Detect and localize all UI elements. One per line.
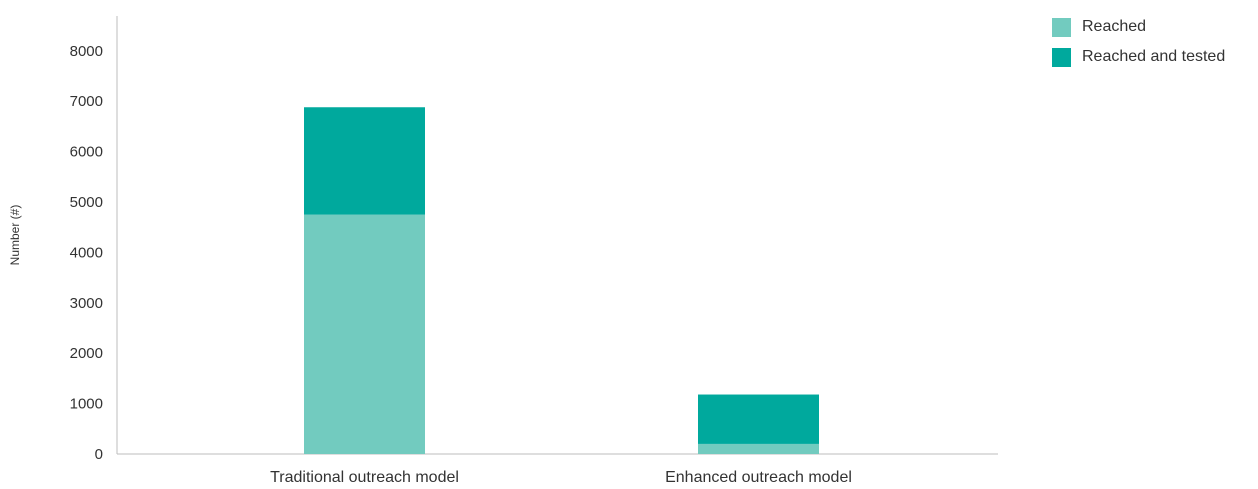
- y-tick-label: 7000: [70, 93, 103, 110]
- y-tick-label: 5000: [70, 194, 103, 211]
- legend-swatch: [1052, 47, 1071, 67]
- y-tick-label: 1000: [70, 396, 103, 413]
- legend-item: Reached: [1052, 12, 1225, 42]
- legend-label: Reached: [1082, 18, 1147, 35]
- bar-reached-and-tested-1: [304, 107, 425, 215]
- y-tick-label: 0: [95, 446, 103, 463]
- y-tick-label: 6000: [70, 144, 103, 161]
- y-tick-label: 3000: [70, 295, 103, 312]
- legend-label: Reached and tested: [1082, 48, 1226, 65]
- legend-item: Reached and tested: [1052, 42, 1225, 72]
- y-tick-label: 2000: [70, 345, 103, 362]
- y-tick-label: 8000: [70, 43, 103, 60]
- legend: Reached Reached and tested: [1052, 12, 1225, 72]
- y-tick-label: 4000: [70, 244, 103, 261]
- bar-reached-2: [698, 443, 819, 454]
- legend-swatch: [1052, 17, 1071, 37]
- bar-reached-and-tested-2: [698, 394, 819, 444]
- bar-reached-1: [304, 214, 425, 454]
- x-tick-label: Enhanced outreach model: [665, 469, 852, 484]
- x-tick-label: Traditional outreach model: [270, 469, 459, 484]
- y-axis-label: Number (#): [8, 205, 22, 266]
